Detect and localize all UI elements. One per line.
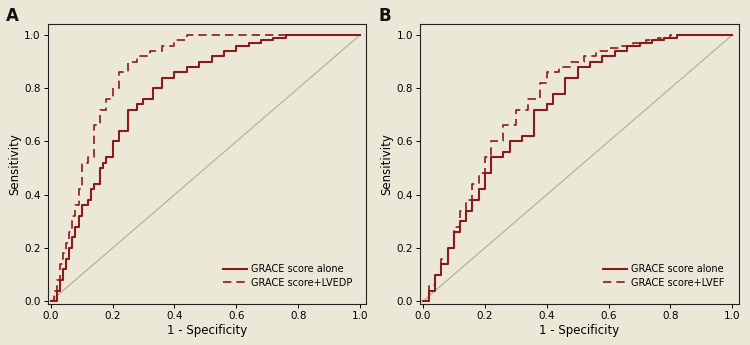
Legend: GRACE score alone, GRACE score+LVEF: GRACE score alone, GRACE score+LVEF bbox=[600, 262, 728, 291]
Legend: GRACE score alone, GRACE score+LVEDP: GRACE score alone, GRACE score+LVEDP bbox=[220, 262, 355, 291]
Text: B: B bbox=[378, 8, 391, 26]
Y-axis label: Sensitivity: Sensitivity bbox=[8, 133, 21, 195]
Y-axis label: Sensitivity: Sensitivity bbox=[380, 133, 394, 195]
X-axis label: 1 - Specificity: 1 - Specificity bbox=[539, 324, 620, 337]
Text: A: A bbox=[6, 8, 19, 26]
X-axis label: 1 - Specificity: 1 - Specificity bbox=[166, 324, 247, 337]
